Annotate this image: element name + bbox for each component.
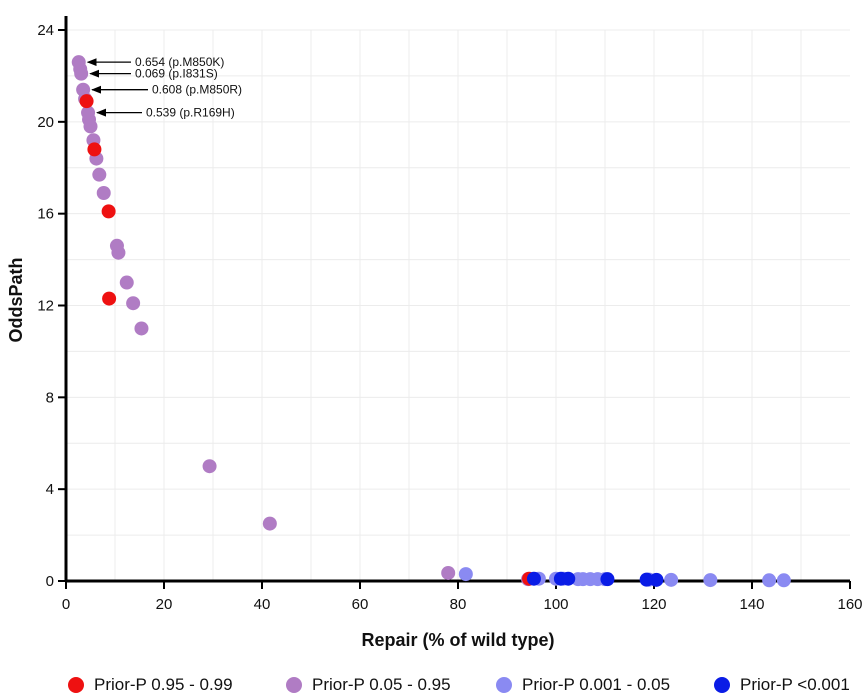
legend-marker: [286, 677, 302, 693]
x-ticks: 0 20 40 60 80 100 120 140 160: [62, 581, 863, 613]
x-tick-label: 100: [543, 596, 568, 613]
x-axis-title: Repair (% of wild type): [361, 630, 554, 650]
data-points: [71, 55, 791, 588]
data-point: [762, 573, 777, 588]
annotation-label: 0.539 (p.R169H): [146, 106, 235, 120]
legend-item: Prior-P <0.001: [714, 672, 850, 698]
annotations: 0.654 (p.M850K)0.069 (p.I831S) 0.608 (p.M…: [86, 55, 242, 120]
data-point: [101, 204, 116, 219]
x-tick-label: 20: [156, 596, 173, 613]
annotation-label: 0.654 (p.M850K): [135, 55, 224, 69]
y-axis-title: OddsPath: [6, 257, 26, 342]
data-point: [79, 94, 94, 109]
y-tick-label: 16: [37, 206, 54, 223]
x-tick-label: 80: [450, 596, 467, 613]
legend-label: Prior-P <0.001: [740, 675, 850, 694]
data-point: [526, 571, 541, 586]
x-tick-label: 160: [837, 596, 862, 613]
data-point: [600, 572, 615, 587]
data-point: [74, 66, 89, 81]
data-point: [202, 459, 217, 474]
y-tick-label: 0: [46, 573, 54, 590]
y-ticks: 0 4 8 12 16 20 24: [37, 22, 66, 590]
y-tick-label: 8: [46, 389, 54, 406]
data-point: [96, 186, 111, 201]
data-point: [664, 572, 679, 587]
data-point: [703, 573, 718, 588]
legend-marker: [68, 677, 84, 693]
legend-marker: [714, 677, 730, 693]
data-point: [649, 572, 664, 587]
grid-lines: [66, 29, 850, 581]
data-point: [458, 567, 473, 582]
data-point: [83, 119, 98, 134]
y-tick-label: 20: [37, 114, 54, 131]
legend-label: Prior-P 0.05 - 0.95: [312, 675, 451, 694]
data-point: [111, 245, 126, 260]
x-tick-label: 0: [62, 596, 70, 613]
legend-label: Prior-P 0.001 - 0.05: [522, 675, 671, 694]
scatter-chart: 0 20 40 60 80 100 120 140 160 0 4 8 12 16 20 24 0.654 …: [6, 16, 863, 650]
data-point: [561, 571, 576, 586]
data-point: [119, 275, 134, 290]
data-point: [102, 291, 117, 306]
legend-marker: [496, 677, 512, 693]
data-point: [639, 572, 654, 587]
x-tick-label: 120: [641, 596, 666, 613]
annotation-label: 0.608 (p.M850R): [152, 83, 242, 97]
legend-item: Prior-P 0.95 - 0.99: [68, 672, 233, 698]
legend-item: Prior-P 0.05 - 0.95: [286, 672, 451, 698]
x-tick-label: 140: [739, 596, 764, 613]
data-point: [134, 321, 149, 336]
legend: Prior-P 0.95 - 0.99 Prior-P 0.05 - 0.95 Pr…: [0, 672, 867, 698]
x-tick-label: 40: [254, 596, 271, 613]
data-point: [92, 167, 107, 182]
legend-label: Prior-P 0.95 - 0.99: [94, 675, 233, 694]
data-point: [87, 142, 102, 157]
x-tick-label: 60: [352, 596, 369, 613]
data-point: [776, 573, 791, 588]
legend-item: Prior-P 0.001 - 0.05: [496, 672, 670, 698]
data-point: [126, 296, 141, 311]
data-point: [262, 516, 277, 531]
data-point: [441, 565, 456, 580]
y-tick-label: 4: [46, 481, 54, 498]
y-tick-label: 12: [37, 298, 54, 315]
y-tick-label: 24: [37, 22, 54, 39]
annotation-label: 0.069 (p.I831S): [135, 67, 218, 81]
